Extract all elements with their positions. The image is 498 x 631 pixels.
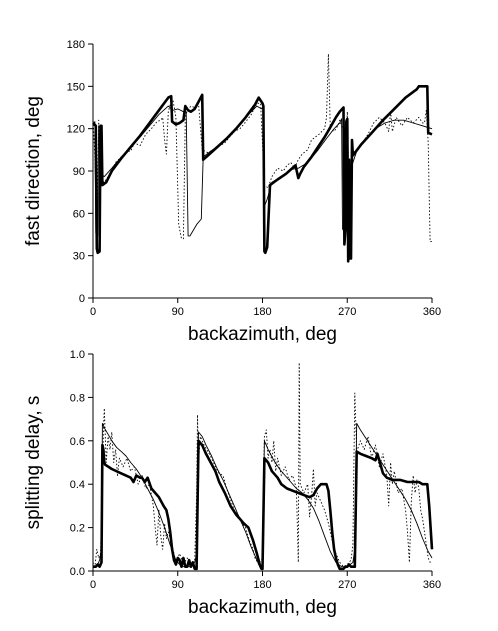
fast-direction-series-thick-line [92,85,433,263]
fast-direction-x-tick-label: 360 [423,306,441,318]
fast-direction-y-tick-label: 120 [67,124,85,136]
splitting-delay-y-tick-label: 0.0 [70,566,85,578]
splitting-delay-series-dotted-line [92,362,432,568]
fast-direction-y-axis-label: fast direction, deg [23,96,44,246]
splitting-delay-y-tick-label: 0.4 [70,479,85,491]
fast-direction-series-thin-line [92,105,433,237]
fast-direction-x-tick-label: 0 [90,306,96,318]
fast-direction-y-tick-label: 0 [79,293,85,305]
fast-direction-y-tick-label: 150 [67,81,85,93]
fast-direction-x-tick-label: 90 [172,306,184,318]
splitting-delay-y-tick-label: 1.0 [70,349,85,361]
splitting-delay-series-thick-line [93,439,434,571]
splitting-delay-panel: 0 90 180 270 360 0.0 0.2 0.4 0.6 0.8 1.0 backazimut… [23,349,441,618]
fast-direction-x-tick-label: 180 [253,306,271,318]
splitting-delay-y-axis-label: splitting delay, s [23,396,44,530]
fast-direction-y-tick-label: 180 [67,39,85,51]
fast-direction-y-tick-label: 30 [73,251,85,263]
splitting-delay-y-tick-label: 0.8 [70,392,85,404]
fast-direction-x-tick-label: 270 [338,306,356,318]
splitting-delay-x-tick-label: 270 [338,579,356,591]
splitting-delay-x-axis-label: backazimuth, deg [188,597,337,618]
splitting-delay-x-tick-label: 180 [253,579,271,591]
splitting-delay-x-tick-label: 360 [423,579,441,591]
splitting-delay-series-group [92,362,434,571]
fast-direction-series-dotted-line [92,53,432,243]
splitting-delay-y-tick-label: 0.6 [70,436,85,448]
splitting-delay-x-tick-label: 90 [172,579,184,591]
splitting-delay-y-tick-label: 0.2 [70,523,85,535]
splitting-delay-series-thin-line [93,422,433,570]
splitting-delay-x-tick-label: 0 [90,579,96,591]
fast-direction-y-tick-label: 90 [73,166,85,178]
fast-direction-series-group [92,53,433,263]
fast-direction-y-tick-label: 60 [73,208,85,220]
fast-direction-panel: 0 90 180 270 360 0 30 60 90 120 150 180 backazimuth,… [23,39,441,345]
fast-direction-x-axis-label: backazimuth, deg [188,324,337,345]
